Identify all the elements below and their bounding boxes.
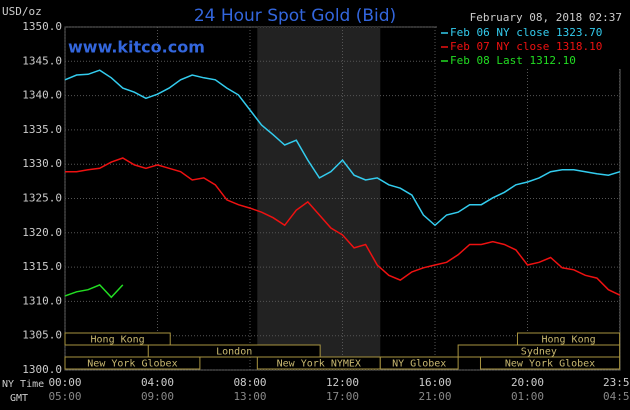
legend-label: Feb 06 NY close 1323.70 — [450, 26, 602, 39]
y-tick-label: 1315.0 — [22, 260, 62, 273]
x-tick-label: 08:00 — [233, 376, 266, 389]
x-tick-label: 12:00 — [326, 376, 359, 389]
series-line — [65, 157, 621, 296]
session-bar — [64, 356, 201, 370]
x2-tick-label: 04:59 — [603, 390, 630, 403]
x2-tick-label: 05:00 — [48, 390, 81, 403]
series-line — [64, 284, 124, 299]
session-label: New York NYMEX — [277, 359, 361, 370]
y-axis-label: USD/oz — [2, 5, 42, 18]
x-tick-label: 16:00 — [418, 376, 451, 389]
y-tick-label: 1320.0 — [22, 226, 62, 239]
series-line — [64, 69, 621, 227]
session-label: Hong Kong — [91, 335, 145, 346]
chart-title: 24 Hour Spot Gold (Bid) — [194, 6, 396, 26]
x-tick-label: 04:00 — [141, 376, 174, 389]
x2-row-label: GMT — [10, 393, 28, 404]
y-tick-label: 1300.0 — [22, 363, 62, 376]
timestamp: February 08, 2018 02:37 — [470, 11, 622, 24]
y-tick-label: 1340.0 — [22, 89, 62, 102]
x-tick-label: 20:00 — [511, 376, 544, 389]
session-bar — [379, 356, 459, 370]
y-tick-label: 1325.0 — [22, 192, 62, 205]
legend-label: Feb 07 NY close 1318.10 — [450, 40, 602, 53]
legend-label: Feb 08 Last 1312.10 — [450, 54, 576, 67]
session-label: New York Globex — [505, 359, 595, 370]
y-tick-label: 1350.0 — [22, 20, 62, 33]
session-label: Sydney — [521, 347, 557, 358]
plot-area: Hong Kong London New York Globex New York N… — [64, 26, 621, 371]
x2-tick-label: 21:00 — [418, 390, 451, 403]
watermark: www.kitco.com — [68, 38, 205, 57]
session-label: Hong Kong — [541, 335, 595, 346]
y-tick-label: 1330.0 — [22, 157, 62, 170]
x2-tick-label: 17:00 — [326, 390, 359, 403]
session-bar — [147, 344, 321, 358]
session-bar — [64, 332, 171, 346]
session-label: New York Globex — [87, 359, 177, 370]
x2-tick-label: 13:00 — [233, 390, 266, 403]
x-tick-label: 00:00 — [48, 376, 81, 389]
y-tick-label: 1335.0 — [22, 123, 62, 136]
x-tick-label: 23:59 — [603, 376, 630, 389]
y-tick-label: 1310.0 — [22, 294, 62, 307]
x-row-label: NY Time — [2, 379, 44, 390]
session-label: NY Globex — [392, 359, 446, 370]
y-tick-label: 1305.0 — [22, 329, 62, 342]
legend-box — [437, 9, 625, 69]
x2-tick-label: 09:00 — [141, 390, 174, 403]
session-bar — [479, 356, 621, 370]
session-label: London — [216, 347, 252, 358]
y-tick-label: 1345.0 — [22, 54, 62, 67]
x2-tick-label: 01:00 — [511, 390, 544, 403]
